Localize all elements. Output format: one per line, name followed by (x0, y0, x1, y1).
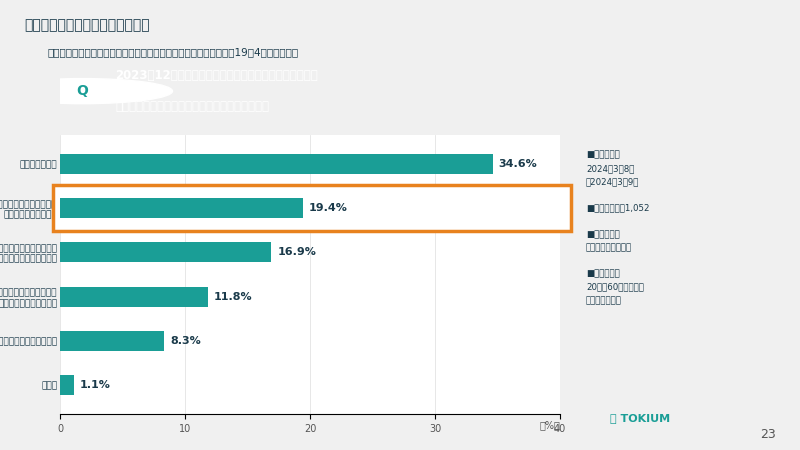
Text: 19.4%: 19.4% (309, 203, 348, 213)
Bar (60, 198, 302, 218)
Text: （%）: （%） (539, 421, 560, 431)
Text: 「請求書や領収書などをルールに従って保存する手間が増えた」が19．4％と最も多い: 「請求書や領収書などをルールに従って保存する手間が増えた」が19．4％と最も多い (48, 47, 299, 57)
Bar (60, 243, 271, 262)
Text: 11.8%: 11.8% (214, 292, 252, 302)
Text: 1.1%: 1.1% (80, 380, 111, 390)
FancyBboxPatch shape (53, 185, 571, 231)
Text: 8.3%: 8.3% (170, 336, 201, 346)
Text: Q: Q (77, 84, 89, 98)
Bar (60, 375, 74, 395)
Text: ■調査期間：
2024年3月8日
〜2024年3月9日

■有効回答数：1,052

■調査方法：
インターネット調査

■調査対象：
20代〜60代の経理部
: ■調査期間： 2024年3月8日 〜2024年3月9日 ■有効回答数：1,052… (586, 151, 650, 305)
Text: 業務においてどのような影響が生じていますか？: 業務においてどのような影響が生じていますか？ (115, 100, 269, 113)
Text: 34.6%: 34.6% (498, 159, 538, 169)
Bar (60, 331, 164, 351)
Text: 16.9%: 16.9% (278, 248, 316, 257)
Text: 2023年12月末の電子帳簿保存法の宥恕期間終了に伴い、: 2023年12月末の電子帳簿保存法の宥恕期間終了に伴い、 (115, 69, 318, 82)
Bar (60, 154, 493, 174)
Bar (60, 198, 302, 218)
Text: 23: 23 (760, 428, 776, 441)
Text: 🏷 TOKIUM: 🏷 TOKIUM (610, 413, 670, 423)
Text: 電子帳簿保存法（経理部門以外）: 電子帳簿保存法（経理部門以外） (24, 18, 150, 32)
Bar (60, 287, 207, 306)
Circle shape (0, 79, 173, 104)
